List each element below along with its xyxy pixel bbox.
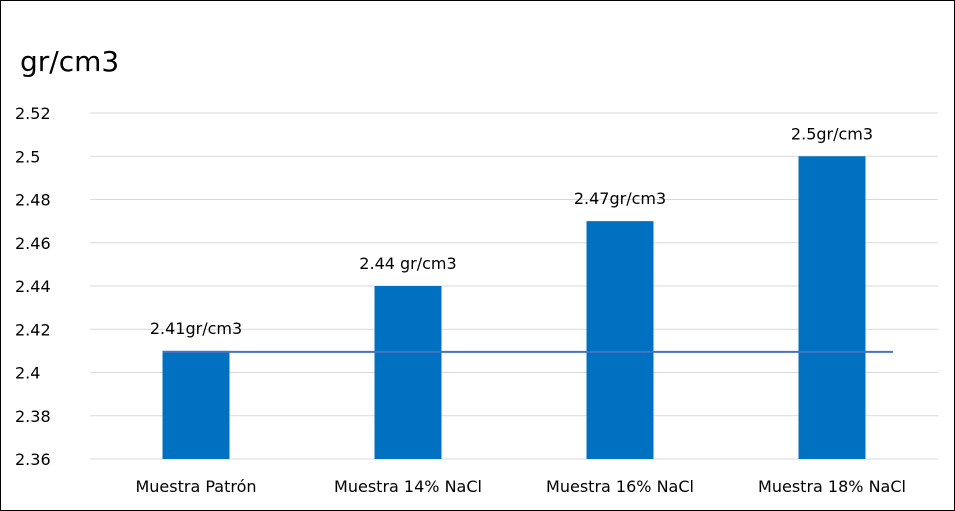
x-category-label: Muestra 16% NaCl xyxy=(546,477,694,496)
chart-title: gr/cm3 xyxy=(20,45,119,78)
x-axis-categories: Muestra Patrón Muestra 14% NaCl Muestra 16… xyxy=(135,477,905,496)
data-label: 2.44 gr/cm3 xyxy=(359,254,456,273)
y-tick-label: 2.5 xyxy=(15,147,40,166)
y-tick-label: 2.52 xyxy=(15,104,51,123)
y-tick-label: 2.46 xyxy=(15,234,51,253)
data-label: 2.41gr/cm3 xyxy=(150,319,242,338)
x-category-label: Muestra Patrón xyxy=(135,477,256,496)
bar xyxy=(586,221,654,459)
x-category-label: Muestra 14% NaCl xyxy=(334,477,482,496)
bar xyxy=(374,286,442,459)
gridlines xyxy=(90,112,938,460)
bar xyxy=(798,156,866,459)
y-tick-label: 2.4 xyxy=(15,364,40,383)
y-axis-ticks: 2.36 2.38 2.4 2.42 2.44 2.46 2.48 2.5 2.52 xyxy=(15,104,51,469)
bars xyxy=(162,156,866,459)
y-tick-label: 2.44 xyxy=(15,277,51,296)
y-tick-label: 2.36 xyxy=(15,450,51,469)
data-labels: 2.41gr/cm3 2.44 gr/cm3 2.47gr/cm3 2.5gr/cm3 xyxy=(150,124,873,338)
bar xyxy=(162,350,230,459)
y-tick-label: 2.42 xyxy=(15,320,51,339)
data-label: 2.47gr/cm3 xyxy=(574,189,666,208)
x-category-label: Muestra 18% NaCl xyxy=(758,477,906,496)
y-tick-label: 2.48 xyxy=(15,191,51,210)
data-label: 2.5gr/cm3 xyxy=(791,124,873,143)
y-tick-label: 2.38 xyxy=(15,407,51,426)
